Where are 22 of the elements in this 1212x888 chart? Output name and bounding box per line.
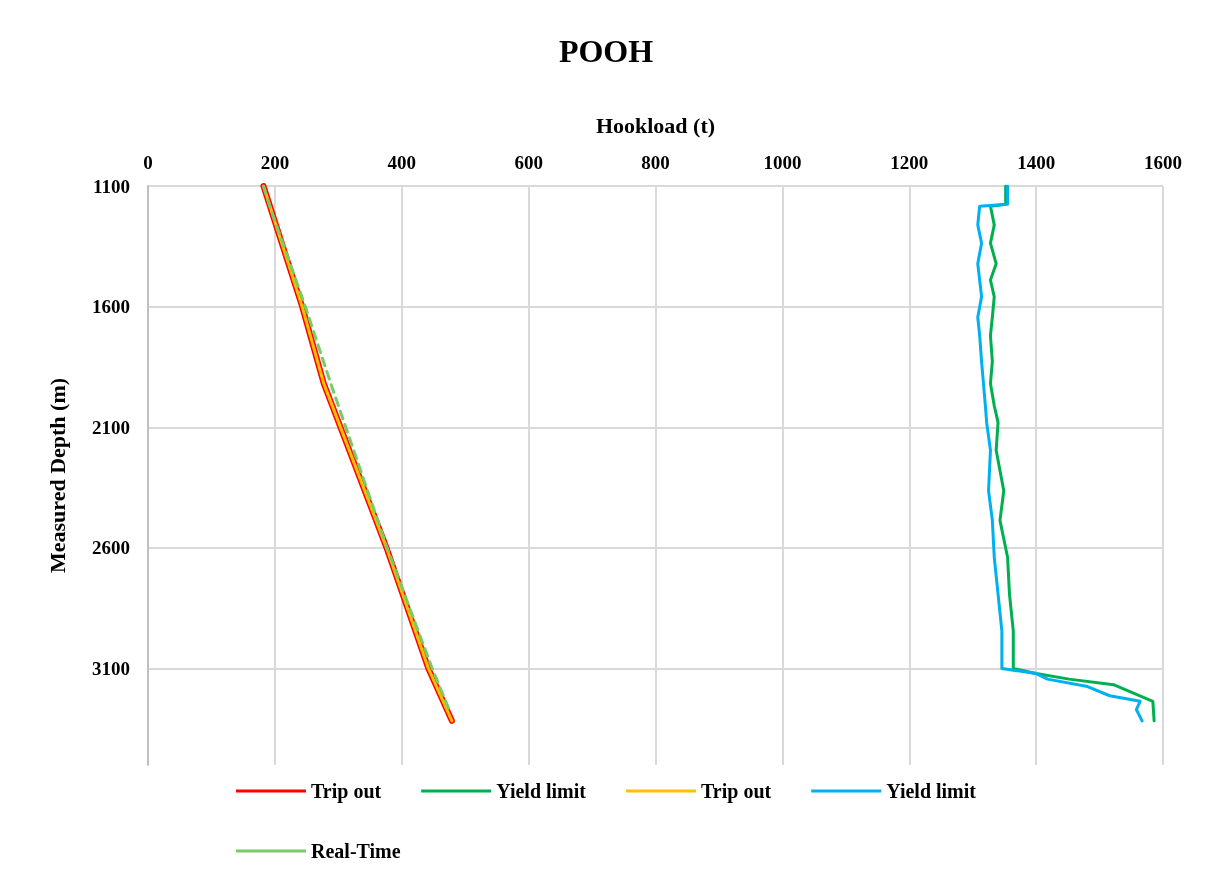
- y-tick-label: 2100: [92, 416, 130, 438]
- chart-title: POOH: [558, 33, 654, 69]
- legend-label: Yield limit: [496, 780, 587, 802]
- x-tick-label: 1400: [1017, 152, 1056, 173]
- x-tick-label: 400: [387, 152, 416, 173]
- x-tick-label: 600: [514, 152, 543, 173]
- y-tick-label: 3100: [92, 658, 130, 679]
- x-axis-title: Hookload (t): [595, 112, 716, 138]
- x-tick-label: 200: [260, 152, 290, 173]
- y-axis-title: Measured Depth (m): [44, 377, 70, 574]
- x-tick-label: 1000: [763, 152, 802, 173]
- x-tick-label: 1200: [890, 152, 929, 173]
- legend-label: Real-Time: [311, 840, 401, 862]
- legend-label: Yield limit: [886, 780, 977, 802]
- y-tick-label: 1600: [92, 296, 130, 318]
- legend-label: Trip out: [701, 780, 772, 803]
- y-tick-label: 2600: [92, 537, 130, 559]
- x-tick-label: 800: [641, 152, 670, 173]
- x-tick-label: 0: [143, 152, 153, 173]
- x-tick-label: 1600: [1144, 152, 1182, 173]
- y-tick-label: 1100: [93, 175, 130, 197]
- legend-label: Trip out: [311, 780, 382, 803]
